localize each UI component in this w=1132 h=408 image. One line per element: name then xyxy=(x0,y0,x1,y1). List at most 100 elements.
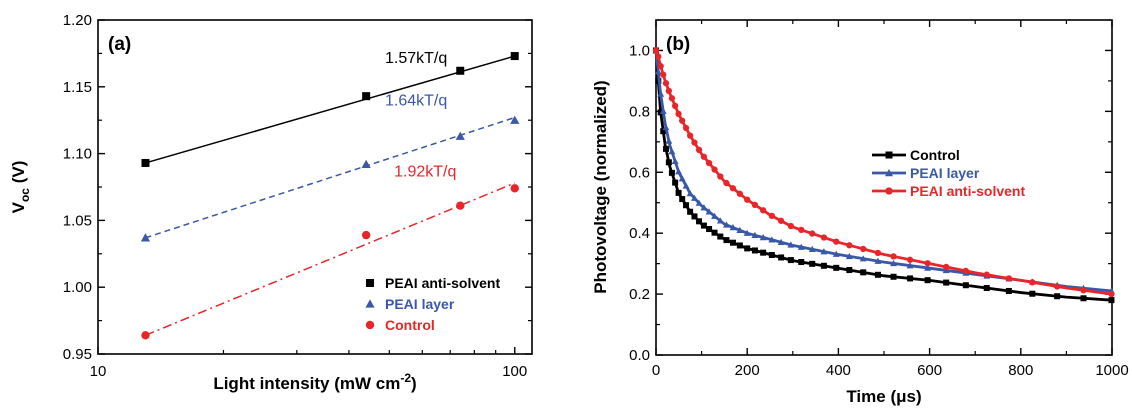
panel-a-legend-label-peai-anti-solvent: PEAI anti-solvent xyxy=(385,275,500,291)
panel-a-voc-vs-intensity: (a) 0.95 1.00 1.05 1.10 1.15 1.20 10 100 1.57k… xyxy=(9,12,533,393)
panel-b-x-tick-label: 600 xyxy=(917,362,942,379)
panel-b-marker-peai-anti-solvent xyxy=(679,117,686,124)
panel-b-plot-frame xyxy=(655,19,1113,356)
panel-a-y-tick-label: 1.00 xyxy=(63,279,92,296)
panel-b-marker-peai-layer xyxy=(751,231,759,239)
panel-a-point-control xyxy=(510,184,519,193)
panel-b-marker-peai-anti-solvent xyxy=(833,238,840,245)
panel-b-marker-peai-anti-solvent xyxy=(686,132,694,139)
panel-b-marker-peai-layer xyxy=(705,208,713,215)
panel-b-legend: Control PEAI layer PEAI anti-solvent xyxy=(872,147,1025,199)
panel-b-marker-control xyxy=(1029,290,1036,297)
panel-b-marker-peai-layer xyxy=(874,257,882,264)
panel-a-series: 1.57kT/q 1.64kT/q 1.92kT/q xyxy=(140,50,520,340)
panel-a-y-tick-label: 1.05 xyxy=(63,212,92,229)
panel-b-marker-control xyxy=(924,277,931,284)
panel-b-marker-peai-anti-solvent xyxy=(717,173,724,180)
panel-a-y-axis: 0.95 1.00 1.05 1.10 1.15 1.20 xyxy=(63,12,532,363)
panel-b-marker-peai-anti-solvent xyxy=(655,53,662,60)
panel-b-marker-peai-anti-solvent xyxy=(665,87,673,95)
panel-a-x-tick-label: 100 xyxy=(502,363,527,380)
panel-b-marker-peai-anti-solvent xyxy=(768,212,776,220)
panel-b-marker-peai-anti-solvent xyxy=(657,62,664,70)
panel-a-ylabel-main: V xyxy=(9,201,28,213)
panel-b-marker-control xyxy=(683,202,690,209)
panel-a-x-tick-label: 10 xyxy=(90,363,107,380)
panel-b-marker-peai-layer xyxy=(820,248,828,255)
panel-b-marker-peai-layer xyxy=(924,264,932,271)
panel-a-legend-marker-peai-layer xyxy=(365,299,375,308)
panel-b-marker-control xyxy=(907,275,914,282)
panel-a-legend-marker-control xyxy=(365,320,375,330)
panel-b-marker-peai-anti-solvent xyxy=(962,267,970,275)
panel-b-y-tick-label: 1.0 xyxy=(629,42,650,59)
panel-b-marker-peai-anti-solvent xyxy=(671,102,679,109)
panel-b-y-tick-label: 0.8 xyxy=(629,103,650,120)
panel-b-marker-peai-layer xyxy=(787,241,795,248)
panel-b-marker-peai-anti-solvent xyxy=(787,222,795,230)
panel-b-marker-control xyxy=(809,260,816,267)
panel-b-marker-peai-anti-solvent xyxy=(723,179,730,187)
panel-b-marker-peai-anti-solvent xyxy=(660,71,667,78)
panel-b-marker-control xyxy=(668,169,675,176)
panel-b-marker-peai-layer xyxy=(711,212,718,219)
panel-a-point-peai-anti-solvent xyxy=(510,52,519,61)
panel-b-marker-peai-layer xyxy=(686,190,694,197)
panel-b-marker-control xyxy=(860,269,867,276)
panel-b-marker-control xyxy=(1108,297,1115,304)
panel-b-marker-control xyxy=(751,247,758,254)
panel-b-marker-peai-anti-solvent xyxy=(705,159,713,167)
panel-b-marker-control xyxy=(665,159,672,166)
panel-b-y-axis: 0.0 0.2 0.4 0.6 0.8 1.0 xyxy=(629,19,1112,364)
panel-b-y-tick-label: 0.4 xyxy=(629,225,650,242)
panel-b-marker-peai-anti-solvent xyxy=(906,256,914,263)
panel-b-marker-peai-layer xyxy=(768,236,776,243)
panel-b-y-axis-title: Photovoltage (normalized) xyxy=(591,80,610,293)
panel-b-x-tick-label: 200 xyxy=(735,362,760,379)
panel-b-marker-peai-anti-solvent xyxy=(729,185,737,192)
panel-b-marker-peai-layer xyxy=(659,107,667,114)
panel-b-marker-peai-layer xyxy=(723,221,730,228)
panel-a-legend: PEAI anti-solvent PEAI layer Control xyxy=(365,275,500,333)
panel-b-marker-peai-layer xyxy=(736,226,744,234)
panel-b-marker-control xyxy=(1005,287,1012,294)
panel-b-marker-peai-anti-solvent xyxy=(675,110,682,118)
panel-a-y-axis-title: Voc (V) xyxy=(9,161,32,214)
panel-a-y-tick-label: 1.15 xyxy=(63,79,92,96)
panel-b-legend-marker-peai-layer xyxy=(884,168,894,177)
panel-b-marker-control xyxy=(696,218,703,225)
panel-b-marker-peai-layer xyxy=(678,175,686,182)
panel-b-marker-control xyxy=(846,267,853,274)
panel-b-marker-peai-anti-solvent xyxy=(700,153,708,160)
panel-b-x-axis: 0 200 400 600 800 1000 xyxy=(652,20,1129,379)
panel-b-marker-peai-layer xyxy=(665,137,673,144)
panel-b-marker-peai-anti-solvent xyxy=(890,253,897,260)
panel-a-y-tick-label: 0.95 xyxy=(63,346,92,363)
panel-b-marker-control xyxy=(736,242,743,249)
panel-b-marker-control xyxy=(962,282,969,289)
panel-b-marker-peai-layer xyxy=(859,255,867,262)
panel-b-legend-label-peai-layer: PEAI layer xyxy=(910,165,980,181)
panel-b-marker-peai-layer xyxy=(675,168,683,175)
panel-b-marker-peai-layer xyxy=(700,204,708,211)
panel-b-marker-control xyxy=(1080,295,1087,302)
panel-a-x-axis: 10 100 xyxy=(90,347,527,380)
panel-b-marker-peai-anti-solvent xyxy=(652,47,660,54)
panel-b-marker-peai-anti-solvent xyxy=(751,201,759,208)
panel-b-x-tick-label: 800 xyxy=(1008,362,1033,379)
panel-b-marker-control xyxy=(778,254,785,261)
panel-b-marker-peai-layer xyxy=(808,245,816,253)
panel-b-legend-marker-control xyxy=(885,151,893,159)
panel-a-point-peai-anti-solvent xyxy=(456,66,465,75)
panel-b-marker-peai-anti-solvent xyxy=(711,166,718,173)
panel-b-y-tick-label: 0.2 xyxy=(629,286,650,303)
panel-b-xlabel-main: Time ( xyxy=(846,387,896,406)
panel-b-marker-peai-layer xyxy=(906,262,914,269)
panel-b-marker-control xyxy=(662,145,669,152)
panel-b-marker-peai-anti-solvent xyxy=(691,139,698,146)
panel-b-marker-control xyxy=(679,196,686,203)
panel-b-marker-peai-anti-solvent xyxy=(668,95,676,102)
panel-b-marker-control xyxy=(820,262,827,269)
panel-b-marker-peai-layer xyxy=(777,238,785,245)
